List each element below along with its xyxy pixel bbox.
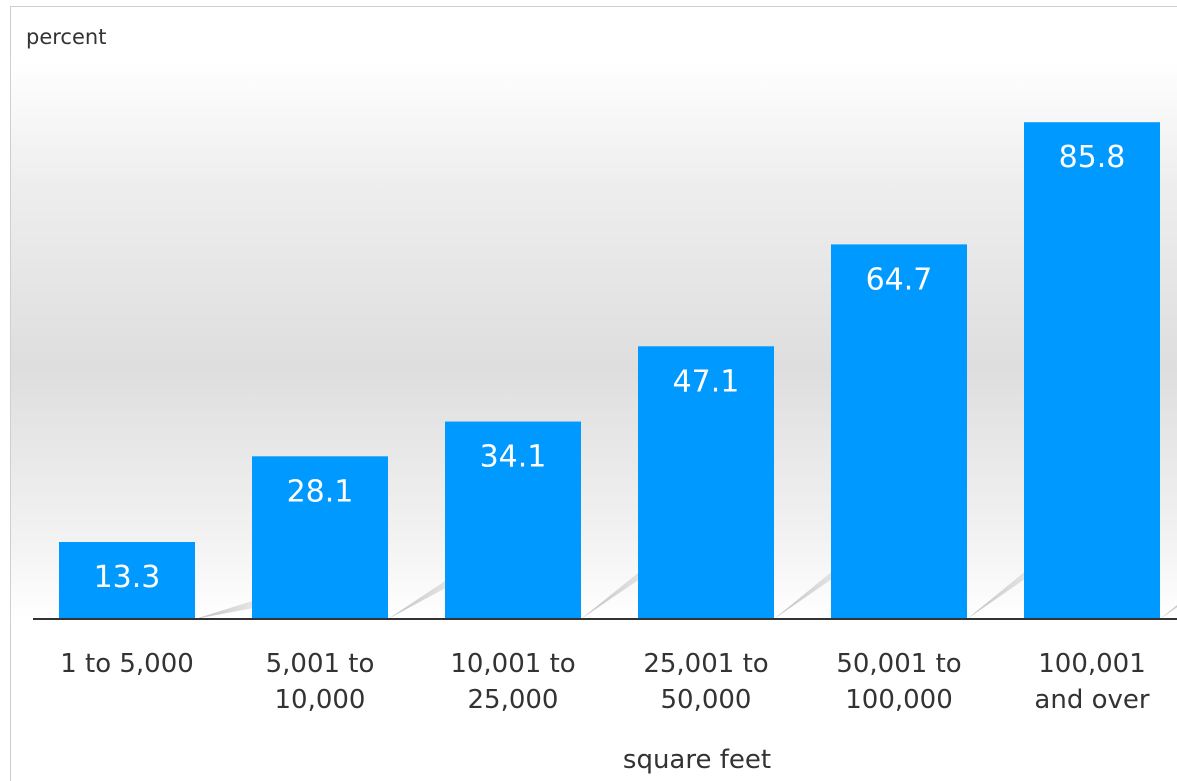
plot-background <box>11 60 1177 620</box>
x-tick-labels: 1 to 5,000 5,001 to 10,000 10,001 to 25,000 2… <box>60 649 1150 715</box>
bar[interactable] <box>445 421 581 619</box>
x-tick-label: 100,000 <box>845 685 953 715</box>
x-tick-label: 1 to 5,000 <box>60 649 194 679</box>
bars: 13.3 28.1 34.1 47.1 64.7 85.8 <box>59 122 1160 619</box>
data-label: 47.1 <box>673 364 740 399</box>
bar-shadow <box>195 584 305 619</box>
x-tick-label: 50,001 to <box>836 649 961 679</box>
bar[interactable] <box>252 456 388 619</box>
data-label: 64.7 <box>866 262 933 297</box>
bar[interactable] <box>59 541 195 619</box>
data-label: 85.8 <box>1059 140 1126 175</box>
x-tick-label: 50,000 <box>661 685 752 715</box>
x-tick-label: 100,001 <box>1038 649 1146 679</box>
bar[interactable] <box>1024 122 1160 619</box>
data-label: 34.1 <box>480 440 547 475</box>
bar[interactable] <box>638 346 774 619</box>
x-tick-label: and over <box>1034 685 1149 715</box>
x-tick-label: 25,001 to <box>643 649 768 679</box>
x-axis-label: square feet <box>623 745 771 775</box>
x-tick-label: 10,000 <box>275 685 366 715</box>
data-label: 28.1 <box>287 474 354 509</box>
bar-shadow <box>1160 605 1177 619</box>
data-label: 13.3 <box>94 560 161 595</box>
x-tick-label: 5,001 to <box>266 649 375 679</box>
bar[interactable] <box>831 244 967 619</box>
chart-frame <box>10 6 1177 781</box>
x-tick-label: 10,001 to <box>450 649 575 679</box>
y-axis-label: percent <box>26 25 106 49</box>
x-tick-label: 25,000 <box>468 685 559 715</box>
